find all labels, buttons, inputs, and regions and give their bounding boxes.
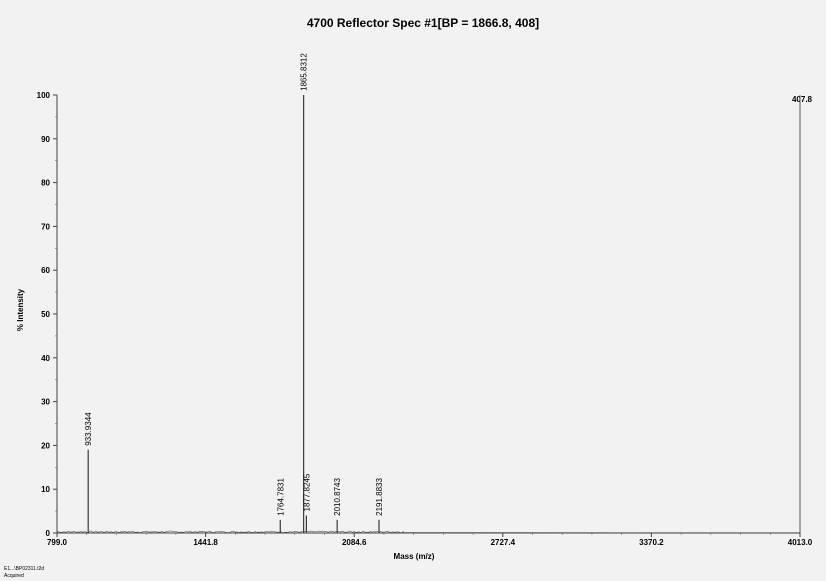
y-tick-label: 40 — [41, 354, 50, 363]
x-tick-label: 4013.0 — [788, 538, 813, 547]
y-tick-label: 100 — [37, 91, 51, 100]
axes-group: 0 10 20 30 40 50 60 70 80 90 100 799.0 1441.8 2084.6 2… — [37, 91, 813, 547]
peak-label: 2191.8833 — [375, 477, 384, 515]
y-tick-label: 0 — [46, 529, 51, 538]
x-tick-label: 799.0 — [47, 538, 68, 547]
chart-title: 4700 Reflector Spec #1[BP = 1866.8, 408] — [307, 16, 539, 30]
y-axis-label: % Intensity — [16, 288, 25, 331]
footer-acquired: Acquired — [4, 573, 24, 579]
y-tick-label: 80 — [41, 179, 50, 188]
x-tick-label: 2084.6 — [342, 538, 367, 547]
y-tick-label: 50 — [41, 310, 50, 319]
peak-label: 1877.8245 — [302, 473, 311, 511]
x-tick-label: 2727.4 — [491, 538, 516, 547]
footer-file-name: E1...\BP02311.t2d — [4, 566, 44, 572]
peaks-group: 933.9344 1764.7831 1865.8312 1877.8245 2010.… — [84, 53, 384, 533]
y-tick-label: 90 — [41, 135, 50, 144]
x-tick-label: 3370.2 — [639, 538, 664, 547]
peak-label: 1764.7831 — [276, 477, 285, 515]
max-intensity-label: 407.8 — [792, 95, 813, 104]
y-tick-label: 10 — [41, 485, 50, 494]
y-tick-label: 30 — [41, 398, 50, 407]
peak-label: 2010.8743 — [333, 477, 342, 515]
baseline-noise — [56, 530, 801, 533]
y-tick-label: 60 — [41, 266, 50, 275]
noise-trace — [56, 530, 801, 533]
peak-label: 933.9344 — [84, 412, 93, 446]
x-axis-label: Mass (m/z) — [394, 552, 435, 561]
y-tick-label: 20 — [41, 441, 50, 450]
peak-label: 1865.8312 — [300, 53, 309, 91]
x-tick-label: 1441.8 — [193, 538, 218, 547]
y-tick-label: 70 — [41, 222, 50, 231]
